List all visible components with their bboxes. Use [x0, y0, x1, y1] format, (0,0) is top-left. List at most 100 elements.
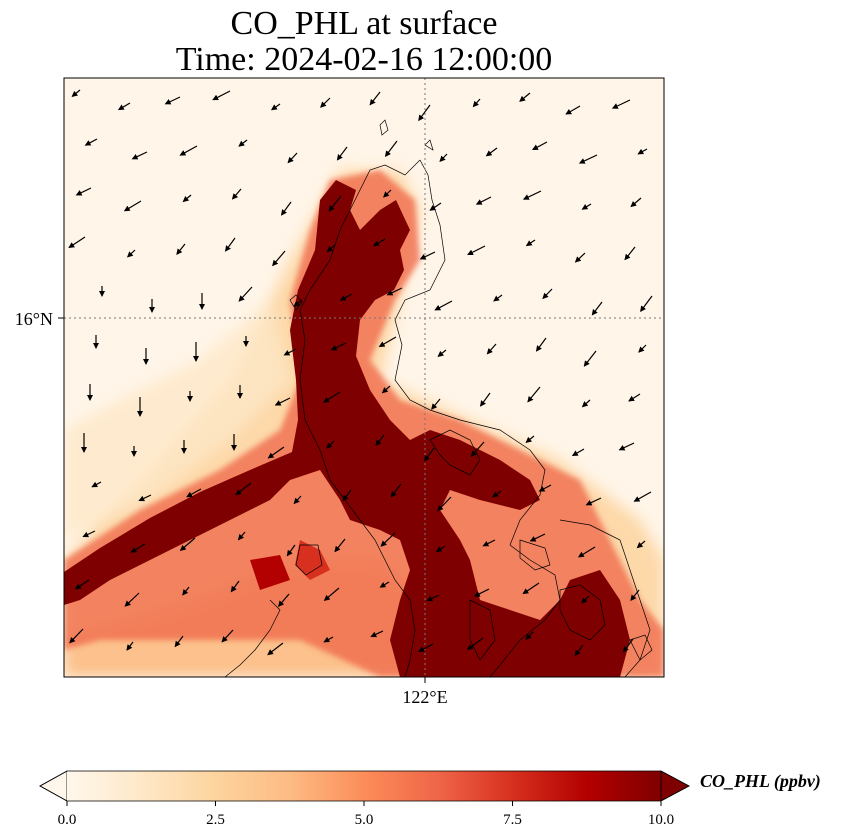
wind-arrow: [130, 543, 146, 553]
wind-arrow: [439, 153, 448, 162]
wind-arrow: [267, 446, 285, 459]
wind-arrow: [466, 637, 484, 650]
wind-arrow: [482, 539, 496, 547]
wind-arrow: [390, 483, 402, 498]
wind-arrow: [493, 294, 503, 302]
wind-arrow: [591, 301, 603, 316]
wind-arrow: [581, 595, 590, 604]
wind-arrow: [480, 392, 491, 407]
gridlines: [64, 78, 664, 677]
wind-arrow: [519, 92, 531, 102]
wind-arrow: [418, 643, 434, 653]
wind-arrow: [577, 546, 596, 558]
wind-arrow: [485, 147, 498, 157]
wind-arrow: [270, 103, 281, 111]
colorbar-tick-label: 10.0: [648, 812, 674, 828]
wind-arrow: [74, 579, 90, 590]
colorbar-extend-high: [660, 770, 690, 802]
wind-arrow: [126, 249, 136, 258]
wind-arrow: [574, 252, 586, 263]
wind-arrow: [212, 90, 231, 101]
wind-arrow: [574, 644, 584, 657]
wind-arrow: [182, 194, 192, 203]
wind-arrow: [611, 99, 631, 109]
colorbar-tick-label: 7.5: [503, 812, 522, 828]
wind-arrow: [532, 141, 548, 151]
wind-arrow: [267, 642, 284, 656]
wind-arrow: [230, 580, 240, 593]
wind-arrow: [126, 641, 134, 651]
wind-arrow: [375, 434, 385, 447]
wind-arrow: [585, 497, 602, 506]
wind-arrow: [434, 300, 453, 311]
wind-arrow: [636, 540, 646, 549]
wind-arrow: [370, 630, 384, 638]
wind-arrow: [182, 586, 190, 596]
wind-arrow: [237, 531, 246, 541]
wind-arrow: [628, 393, 641, 402]
map-frame: [63, 77, 665, 678]
wind-arrow: [117, 102, 131, 111]
wind-arrow: [522, 190, 542, 200]
wind-arrow: [82, 530, 96, 538]
wind-arrow: [179, 537, 196, 552]
wind-arrow: [527, 386, 541, 403]
wind-arrow: [334, 538, 346, 553]
colorbar-tick-label: 5.0: [355, 812, 374, 828]
wind-arrow: [84, 138, 98, 146]
wind-arrow: [69, 628, 84, 644]
wind-arrow: [336, 146, 348, 161]
wind-arrow: [123, 200, 142, 212]
wind-arrow: [272, 250, 286, 267]
wind-arrow: [238, 286, 253, 302]
wind-arrow: [186, 488, 202, 498]
wind-arrow: [323, 391, 341, 403]
colorbar-extend-low: [39, 770, 68, 802]
wind-arrow: [75, 187, 92, 196]
wind-arrow: [131, 151, 148, 160]
wind-arrow: [238, 139, 248, 147]
wind-arrow: [542, 288, 553, 300]
wind-arrow: [426, 594, 440, 602]
wind-arrow: [435, 545, 446, 553]
plume-core: [64, 180, 630, 677]
wind-arrow: [486, 343, 497, 355]
wind-vectors: [68, 89, 653, 657]
wind-arrow: [174, 635, 184, 648]
wind-arrow: [618, 442, 635, 451]
wind-arrow: [373, 238, 386, 247]
wind-arrow: [342, 489, 352, 502]
wind-arrow: [522, 582, 540, 595]
wind-arrow: [320, 97, 331, 108]
wind-arrow: [384, 140, 398, 157]
wind-arrow: [630, 197, 642, 208]
wind-arrow: [339, 293, 353, 301]
wind-arrow: [277, 593, 290, 607]
wind-arrow: [633, 491, 652, 502]
plot-title-line2: Time: 2024-02-16 12:00:00: [175, 41, 553, 78]
wind-arrow: [323, 587, 340, 602]
wind-arrow: [473, 588, 490, 597]
colorbar-label: CO_PHL (ppbv): [700, 771, 821, 792]
wind-arrow: [379, 581, 390, 588]
colorbar-gradient: [67, 771, 661, 801]
wind-arrow: [330, 342, 347, 351]
wind-arrow: [525, 239, 536, 247]
wind-arrow: [630, 589, 640, 601]
wind-arrow: [525, 631, 534, 640]
wind-arrow: [124, 592, 140, 607]
wind-arrow: [369, 91, 381, 106]
wind-arrow: [578, 154, 598, 164]
wind-arrow: [637, 148, 648, 155]
wind-arrow: [293, 299, 303, 307]
lat-tick-label: 16°N: [15, 309, 53, 329]
wind-arrow: [437, 349, 447, 357]
wind-arrow: [287, 152, 298, 164]
concentration-field: [64, 78, 664, 677]
wind-arrow: [224, 237, 236, 252]
wind-arrow: [583, 350, 597, 367]
wind-arrow: [293, 495, 302, 505]
wind-arrow: [383, 189, 392, 198]
wind-arrow: [565, 105, 581, 115]
wind-arrow: [138, 494, 152, 502]
